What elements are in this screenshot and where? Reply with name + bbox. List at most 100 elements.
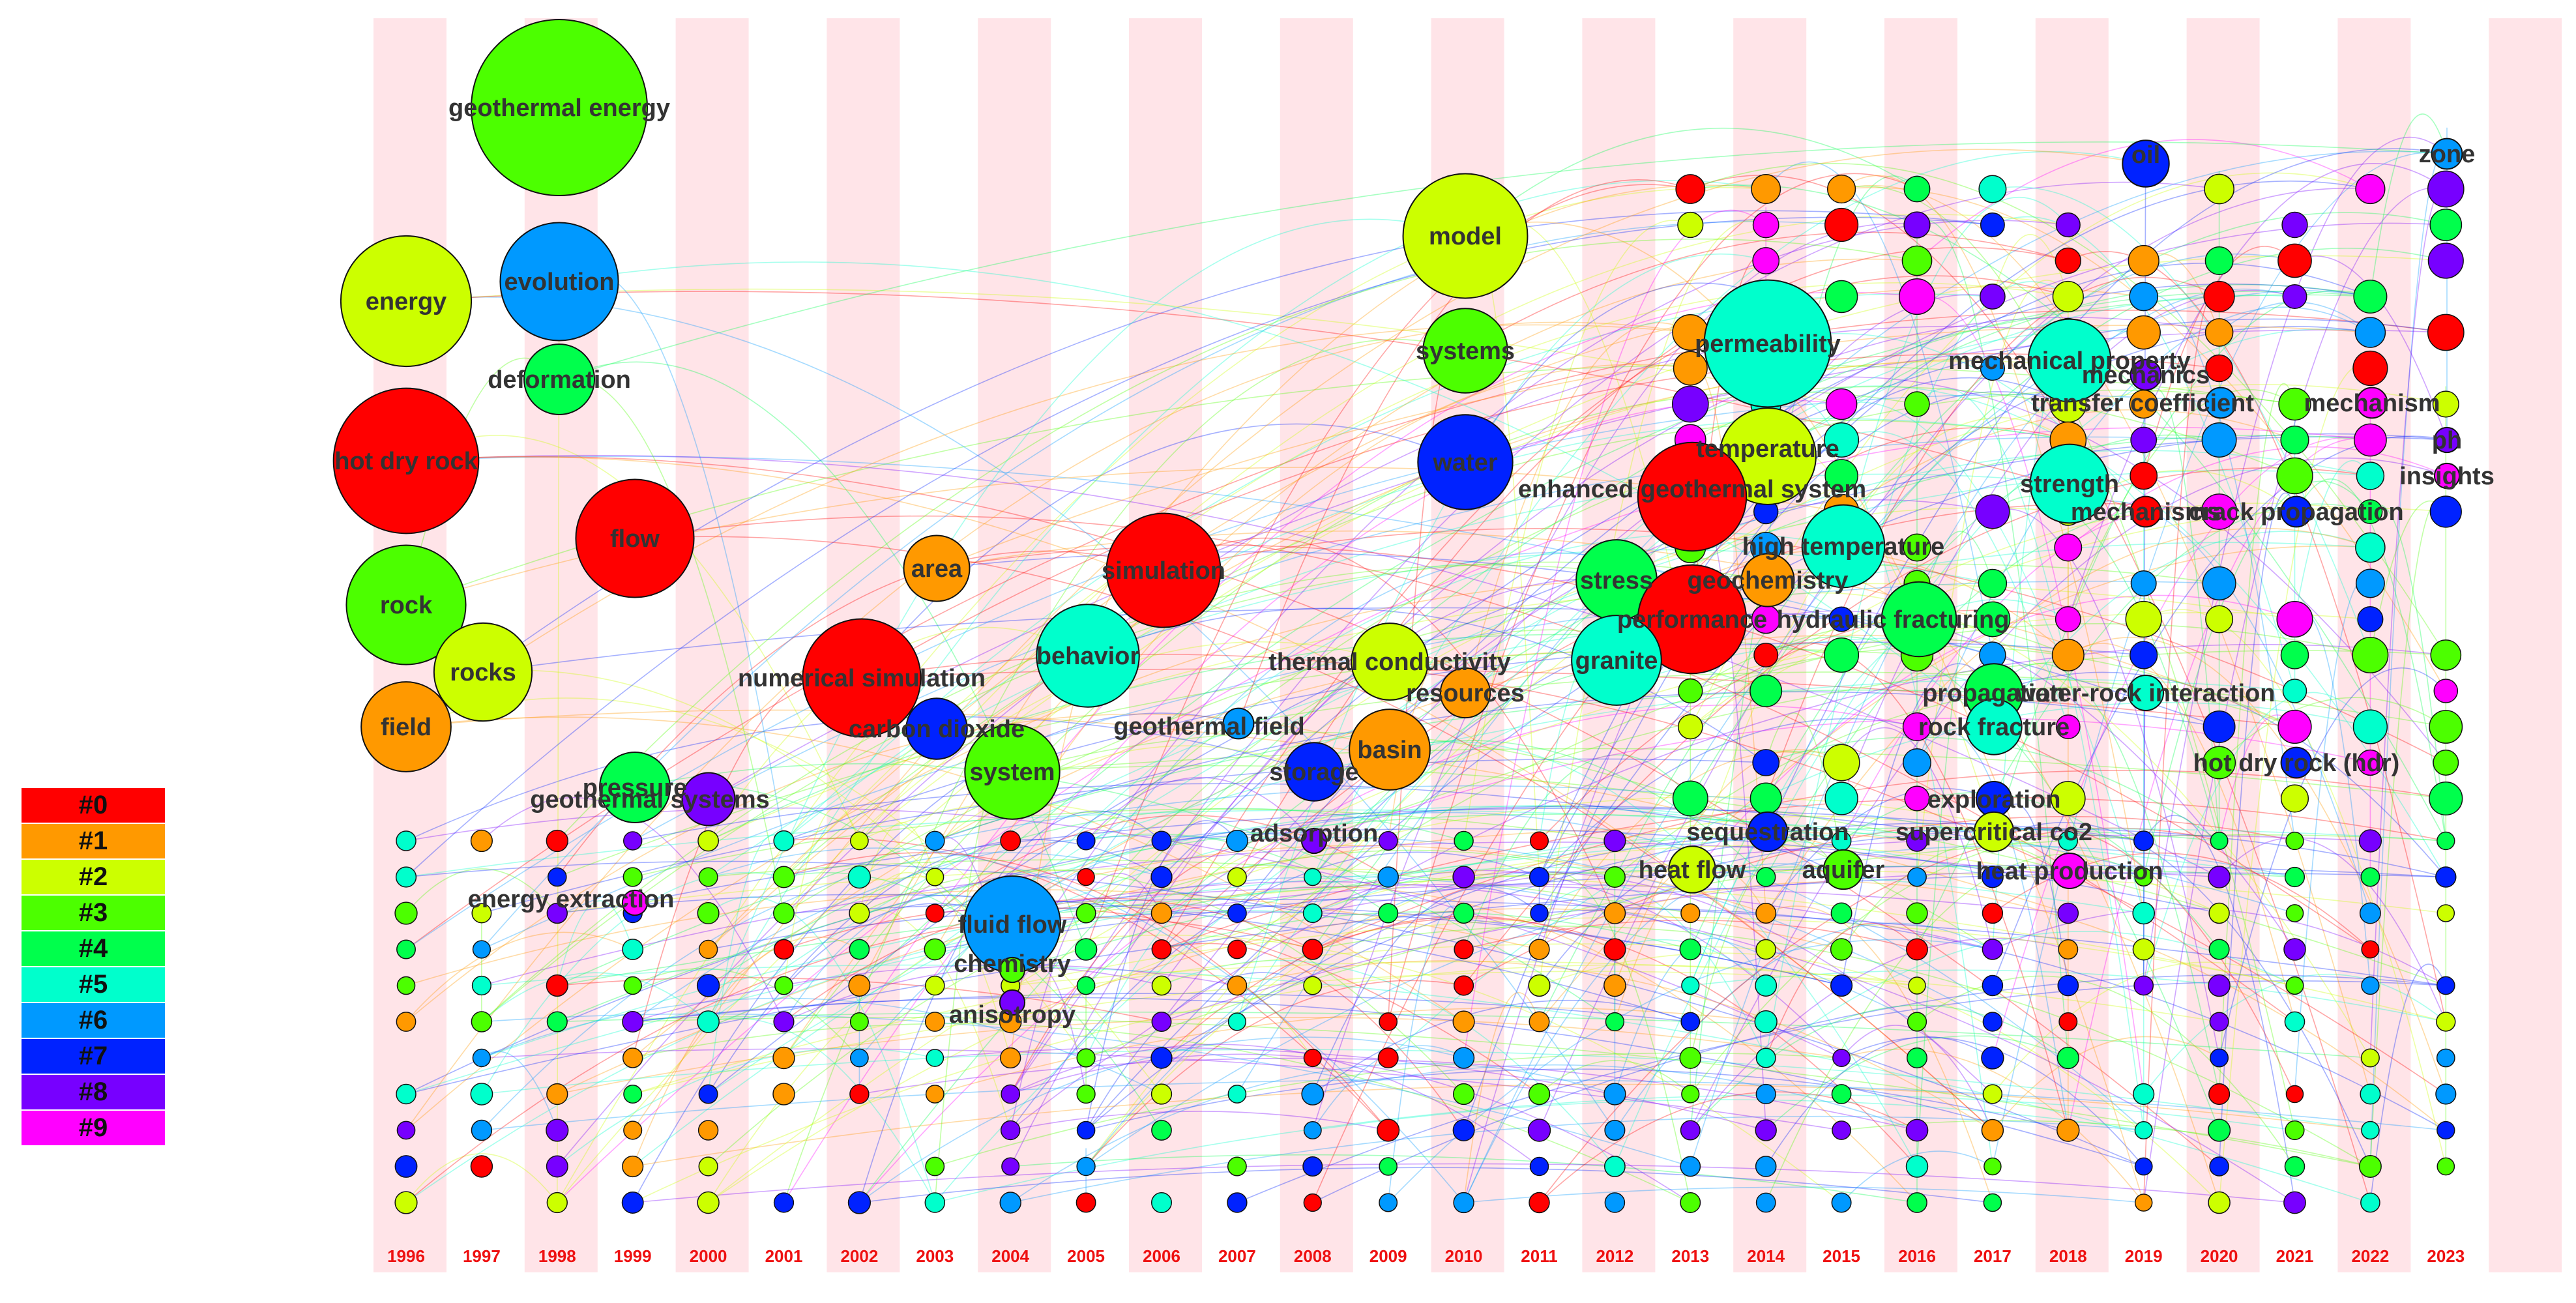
keyword-node[interactable]: [2128, 675, 2164, 711]
keyword-node[interactable]: [2204, 387, 2237, 419]
keyword-node[interactable]: [2130, 359, 2162, 391]
link-line: [1614, 749, 1842, 986]
keyword-node-minor: [1832, 1048, 1851, 1068]
keyword-label: geothermal field: [1113, 713, 1305, 740]
keyword-node[interactable]: [1036, 604, 1140, 708]
keyword-node[interactable]: [1351, 622, 1429, 701]
keyword-node[interactable]: [802, 618, 922, 738]
year-tick-label: 2005: [1067, 1246, 1105, 1266]
keyword-node[interactable]: [1703, 279, 1832, 408]
keyword-node[interactable]: [2130, 495, 2162, 528]
keyword-node-minor: [1454, 939, 1474, 959]
keyword-node[interactable]: [433, 622, 533, 722]
keyword-node-minor: [470, 1155, 493, 1178]
keyword-node[interactable]: [1822, 849, 1864, 890]
keyword-node[interactable]: [905, 697, 968, 760]
link-line: [1085, 864, 1313, 1059]
keyword-node-minor: [1678, 678, 1703, 704]
keyword-node[interactable]: [499, 222, 619, 342]
link-line: [1312, 1099, 2144, 1131]
keyword-node[interactable]: [523, 344, 595, 415]
link-line: [481, 758, 1766, 914]
keyword-node[interactable]: [2027, 318, 2112, 403]
link-line: [557, 866, 2295, 986]
keyword-node[interactable]: [1222, 707, 1255, 740]
keyword-node[interactable]: [1637, 441, 1748, 552]
keyword-node[interactable]: [1668, 845, 1716, 894]
keyword-node[interactable]: [1422, 308, 1508, 394]
link-line: [1538, 325, 2371, 914]
keyword-node[interactable]: [1417, 414, 1514, 510]
year-tick-label: 2004: [991, 1246, 1029, 1266]
keyword-label: evolution: [505, 269, 615, 296]
link-line: [1992, 437, 2371, 1059]
keyword-node-minor: [2352, 636, 2389, 674]
keyword-node[interactable]: [999, 956, 1026, 984]
keyword-label: hot dry rock: [334, 448, 478, 475]
keyword-node-minor: [1671, 385, 1709, 423]
link-line: [1161, 886, 1918, 1203]
keyword-node[interactable]: [599, 752, 671, 823]
keyword-node[interactable]: [2051, 853, 2088, 889]
keyword-node[interactable]: [2280, 746, 2313, 779]
keyword-node[interactable]: [1105, 512, 1222, 628]
keyword-node[interactable]: [2431, 138, 2463, 170]
keyword-node[interactable]: [1284, 742, 1344, 802]
keyword-node[interactable]: [360, 681, 452, 772]
keyword-node[interactable]: [1973, 811, 2015, 853]
keyword-node[interactable]: [1571, 615, 1662, 706]
keyword-node[interactable]: [2433, 426, 2461, 454]
keyword-node[interactable]: [575, 478, 695, 598]
keyword-node[interactable]: [471, 19, 648, 196]
link-line: [858, 745, 1315, 914]
keyword-node[interactable]: [1747, 811, 1789, 853]
keyword-node[interactable]: [621, 889, 649, 916]
link-line: [708, 358, 2070, 950]
keyword-node[interactable]: [2029, 443, 2110, 524]
keyword-node[interactable]: [1965, 698, 2023, 755]
keyword-node[interactable]: [903, 534, 971, 602]
keyword-node-minor: [2285, 1085, 2304, 1104]
keyword-node-minor: [1680, 1012, 1701, 1032]
keyword-node[interactable]: [345, 544, 467, 666]
keyword-node-minor: [1754, 1010, 1778, 1034]
link-line: [1538, 718, 1918, 878]
keyword-node[interactable]: [1881, 581, 1957, 658]
keyword-node[interactable]: [332, 387, 480, 534]
keyword-node-minor: [2437, 904, 2455, 922]
keyword-node-minor: [2126, 315, 2161, 350]
keyword-label: water: [1432, 449, 1497, 476]
link-line: [405, 394, 2221, 950]
keyword-node[interactable]: [340, 235, 473, 368]
link-line: [2218, 364, 2371, 1203]
keyword-node-minor: [2352, 709, 2388, 744]
link-line: [1463, 1186, 2144, 1203]
keyword-node[interactable]: [2433, 462, 2461, 490]
keyword-node[interactable]: [1349, 709, 1431, 791]
keyword-node-minor: [2134, 1157, 2153, 1176]
keyword-node[interactable]: [1402, 173, 1529, 299]
keyword-node[interactable]: [1740, 553, 1795, 608]
keyword-node[interactable]: [964, 724, 1061, 820]
keyword-label: strength: [2020, 471, 2119, 498]
link-line: [1690, 457, 2448, 1131]
year-tick-label: 2013: [1671, 1246, 1709, 1266]
link-line: [1463, 754, 1691, 950]
keyword-node-minor: [1822, 744, 1860, 782]
keyword-node[interactable]: [2280, 495, 2313, 528]
keyword-node[interactable]: [2122, 139, 2170, 188]
keyword-node[interactable]: [681, 772, 736, 827]
keyword-node[interactable]: [1300, 827, 1328, 855]
keyword-node-minor: [2202, 566, 2236, 601]
keyword-node-minor: [698, 1156, 718, 1177]
keyword-node[interactable]: [1439, 667, 1491, 719]
keyword-node-minor: [1378, 830, 1398, 851]
keyword-node[interactable]: [1637, 564, 1748, 675]
keyword-node[interactable]: [999, 989, 1026, 1016]
keyword-node-minor: [2133, 1083, 2155, 1105]
keyword-node-minor: [2134, 868, 2154, 886]
link-line: [2218, 667, 2446, 1059]
keyword-node-minor: [2133, 975, 2154, 996]
keyword-node[interactable]: [2356, 387, 2388, 419]
keyword-node[interactable]: [1801, 504, 1886, 589]
